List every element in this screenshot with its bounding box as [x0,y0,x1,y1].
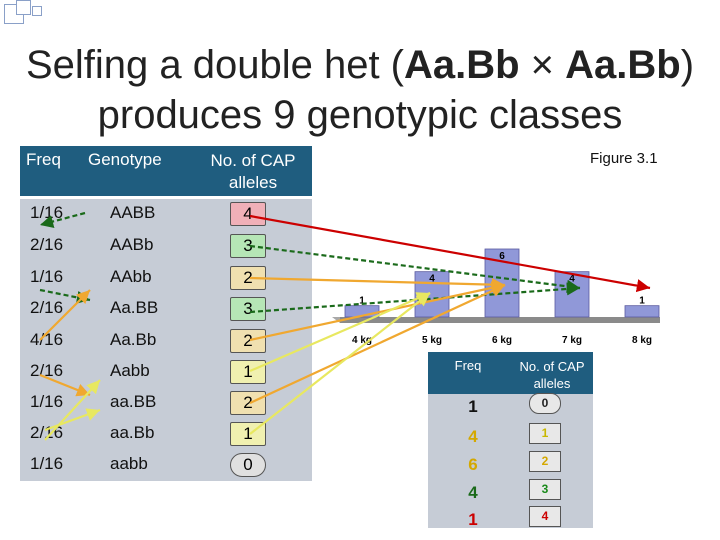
row-genotype: aabb [110,454,148,473]
right-row-freq: 4 [468,483,478,502]
bar-data-label: 4 [429,274,435,285]
x-tick-label: 5 kg [422,335,442,346]
row-freq: 2/16 [30,361,64,380]
histogram-bar [624,305,660,318]
bar-data-label: 4 [569,274,575,285]
right-row-cap: 1 [529,423,561,444]
row-cap-box: 0 [230,453,266,477]
corner-decoration [32,6,42,16]
row-cap-box: 3 [230,297,266,321]
row-freq: 1/16 [30,392,64,411]
right-row-cap: 0 [529,393,561,414]
row-cap-box: 2 [230,391,266,415]
x-tick-label: 8 kg [632,335,652,346]
x-tick-label: 6 kg [492,335,512,346]
bar-data-label: 1 [359,296,365,307]
freq-header: Freq [26,150,61,169]
row-freq: 2/16 [30,423,64,442]
row-genotype: AAbb [110,267,152,286]
left-table-header: Freq Genotype No. of CAP alleles [20,146,312,196]
right-row-cap: 3 [529,479,561,500]
row-cap-box: 1 [230,422,266,446]
bar-data-label: 1 [639,296,645,307]
x-tick-label: 4 kg [352,335,372,346]
cap-header: No. of CAP alleles [210,151,296,192]
row-genotype: Aa.Bb [110,330,157,349]
row-cap-box: 3 [230,234,266,258]
histogram-bar [344,305,380,318]
right-row-freq: 1 [468,510,478,529]
right-row-freq: 4 [468,427,478,446]
row-genotype: AABB [110,203,156,222]
row-cap-box: 4 [230,202,266,226]
row-cap-box: 1 [230,360,266,384]
row-freq: 1/16 [30,454,64,473]
row-genotype: AABb [110,235,154,254]
right-row-freq: 6 [468,455,478,474]
weight-histogram: 1 4 kg 4 5 kg 6 6 kg 4 7 kg 1 8 kg [332,248,660,346]
left-table-body [20,199,312,481]
right-row-cap: 2 [529,451,561,472]
row-cap-box: 2 [230,266,266,290]
x-tick-label: 7 kg [562,335,582,346]
row-freq: 1/16 [30,203,64,222]
row-freq: 2/16 [30,235,64,254]
row-genotype: aa.BB [110,392,157,411]
figure-label: Figure 3.1 [590,150,658,167]
chart-baseline [340,317,660,323]
right-freq-header: Freq [454,358,482,373]
corner-decoration [16,0,31,15]
row-genotype: Aa.BB [110,298,159,317]
row-cap-box: 2 [230,329,266,353]
row-freq: 4/16 [30,330,64,349]
row-genotype: aa.Bb [110,423,155,442]
bar-data-label: 6 [499,251,505,262]
genotype-header: Genotype [88,150,162,169]
row-freq: 2/16 [30,298,64,317]
right-row-cap: 4 [529,506,561,527]
row-genotype: Aabb [110,361,150,380]
row-freq: 1/16 [30,267,64,286]
right-row-freq: 1 [468,397,478,416]
right-cap-header: No. of CAP alleles [519,359,585,391]
slide-title: Selfing a double het (Aa.Bb × Aa.Bb) pro… [25,43,695,137]
